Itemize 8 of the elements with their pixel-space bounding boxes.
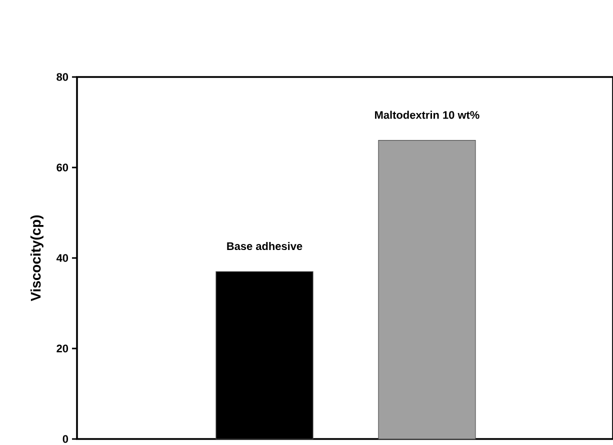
y-tick-label: 80 <box>56 73 68 81</box>
y-tick-label: 40 <box>56 254 68 262</box>
y-tick-label: 20 <box>56 344 68 352</box>
x-tick-label: Base adhesive <box>227 242 302 250</box>
y-tick-label: 60 <box>56 164 68 172</box>
y-tick-label: 0 <box>62 435 68 443</box>
y-axis-title: Viscocity(cp) <box>30 215 44 302</box>
x-tick-label: Maltodextrin 10 wt% <box>375 110 480 119</box>
